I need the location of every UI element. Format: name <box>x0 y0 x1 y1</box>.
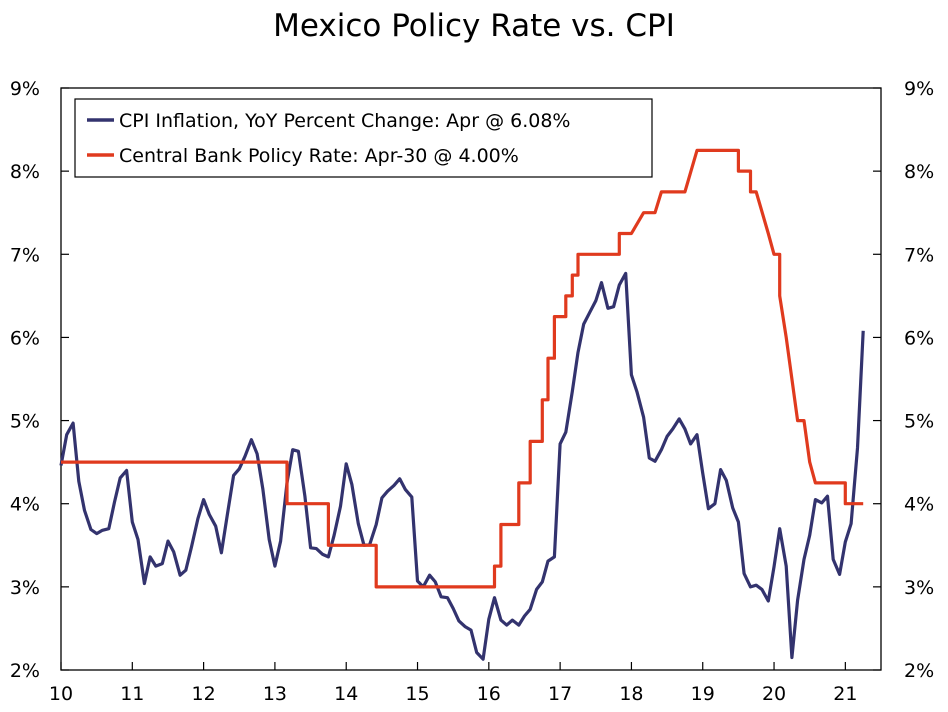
x-tick-label: 10 <box>49 683 73 705</box>
y-tick-label-right: 3% <box>904 577 934 599</box>
chart-title: Mexico Policy Rate vs. CPI <box>273 8 675 44</box>
legend-box <box>74 98 653 178</box>
y-tick-label-right: 2% <box>904 660 934 682</box>
y-tick-label-left: 4% <box>10 494 40 516</box>
x-tick-label: 15 <box>405 683 429 705</box>
cpi-inflation-line <box>59 271 865 661</box>
y-tick-label-right: 9% <box>904 78 934 100</box>
x-tick-label: 11 <box>120 683 144 705</box>
y-tick-label-left: 8% <box>10 161 40 183</box>
legend-label-policy-rate: Central Bank Policy Rate: Apr-30 @ 4.00% <box>119 145 519 167</box>
legend-label-cpi: CPI Inflation, YoY Percent Change: Apr @… <box>119 110 570 132</box>
x-tick-label: 18 <box>619 683 643 705</box>
x-tick-label: 21 <box>833 683 857 705</box>
policy-rate-line <box>61 148 864 589</box>
y-tick-label-left: 3% <box>10 577 40 599</box>
y-tick-label-right: 6% <box>904 327 934 349</box>
x-tick-label: 20 <box>762 683 786 705</box>
left-axis: 2% 3% 4% 5% 6% 7% 8% 9% <box>10 78 69 682</box>
y-tick-label-left: 7% <box>10 244 40 266</box>
x-tick-label: 14 <box>334 683 358 705</box>
legend: CPI Inflation, YoY Percent Change: Apr @… <box>74 98 653 178</box>
y-tick-label-left: 5% <box>10 411 40 433</box>
series-layer <box>59 148 865 661</box>
x-tick-label: 19 <box>691 683 715 705</box>
x-tick-label: 12 <box>192 683 216 705</box>
right-axis: 2% 3% 4% 5% 6% 7% 8% 9% <box>873 78 934 682</box>
x-tick-label: 16 <box>477 683 501 705</box>
y-tick-label-right: 4% <box>904 494 934 516</box>
x-tick-label: 13 <box>263 683 287 705</box>
y-tick-label-right: 8% <box>904 161 934 183</box>
y-tick-label-right: 5% <box>904 411 934 433</box>
plot-frame <box>60 87 882 671</box>
x-axis: 10 11 12 13 14 15 16 17 18 19 20 21 <box>49 662 857 705</box>
x-tick-label: 17 <box>548 683 572 705</box>
y-tick-label-right: 7% <box>904 244 934 266</box>
y-tick-label-left: 9% <box>10 78 40 100</box>
y-tick-label-left: 2% <box>10 660 40 682</box>
y-tick-label-left: 6% <box>10 327 40 349</box>
